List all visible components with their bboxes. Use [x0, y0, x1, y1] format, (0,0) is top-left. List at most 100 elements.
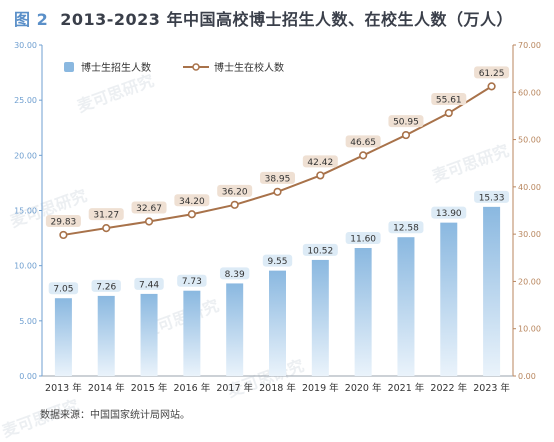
bar-data-label-bg [177, 274, 207, 287]
x-axis-tick-label: 2018 年 [259, 382, 296, 394]
bar-data-label: 8.39 [225, 270, 245, 280]
line-data-label: 38.95 [265, 174, 291, 184]
bar-data-label: 7.05 [53, 285, 73, 295]
line-data-label: 31.27 [93, 211, 119, 221]
chart-svg: 0.00 5.00 10.00 15.00 20.00 25.00 30.00 0.00 10.… [14, 41, 541, 394]
bar-data-label: 15.33 [479, 193, 505, 203]
figure-label: 图 2 [14, 10, 49, 29]
line-data-label-bg [260, 171, 295, 184]
bar-data-label-bg [302, 243, 338, 256]
bar-data-label-bg [48, 282, 79, 295]
bar-data-label-bg [219, 267, 250, 280]
bar-enrollment [311, 259, 329, 376]
bar-data-label: 9.55 [267, 257, 287, 267]
right-axis-tick-label: 20.00 [518, 277, 541, 286]
bar-enrollment [397, 237, 415, 376]
bar-enrollment [354, 248, 372, 376]
bar-data-label-bg [388, 221, 424, 234]
bar-enrollment [183, 290, 201, 376]
line-data-label-bg [174, 194, 210, 207]
data-source: 数据来源：中国国家统计局网站。 [40, 410, 190, 421]
left-axis-tick-label: 10.00 [14, 262, 37, 271]
bar-data-label: 10.52 [307, 246, 333, 256]
chart-title: 图 2 2013-2023 年中国高校博士招生人数、在校生人数（万人） [14, 6, 513, 30]
title-text: 2013-2023 年中国高校博士招生人数、在校生人数（万人） [60, 10, 513, 29]
line-point [401, 130, 411, 140]
bar-enrollment [440, 222, 458, 376]
right-axis-tick-label: 30.00 [518, 230, 541, 239]
x-axis-tick-label: 2014 年 [88, 382, 125, 394]
right-axis-tick-label: 40.00 [518, 183, 541, 192]
line-data-label-bg [474, 66, 510, 79]
x-axis-tick-label: 2019 年 [302, 382, 339, 394]
legend-bar-label: 博士生招生人数 [81, 61, 151, 74]
line-point [316, 171, 325, 180]
left-axis-tick-label: 25.00 [14, 96, 37, 105]
bar-enrollment [140, 293, 158, 376]
line-data-label: 32.67 [136, 204, 162, 214]
right-axis-tick-label: 70.00 [518, 41, 541, 50]
bar-data-label-bg [134, 277, 164, 290]
bar-enrollment [269, 270, 286, 376]
line-data-label-bg [131, 201, 167, 214]
bar-data-label: 7.44 [139, 280, 159, 290]
bar-data-label-bg [262, 254, 293, 267]
line-point [187, 210, 196, 219]
bar-enrollment [483, 206, 501, 376]
bar-enrollment [226, 283, 244, 376]
line-point [273, 187, 282, 196]
bar-data-label: 13.90 [436, 209, 462, 219]
line-data-label-bg [217, 184, 253, 197]
bar-data-label: 7.73 [182, 277, 202, 287]
line-data-label: 50.95 [393, 118, 419, 128]
x-axis-tick-label: 2013 年 [45, 382, 82, 394]
line-data-label-bg [345, 135, 381, 148]
line-data-label-bg [302, 155, 338, 168]
x-axis-tick-label: 2021 年 [388, 382, 425, 394]
x-axis-tick-label: 2016 年 [174, 382, 211, 394]
bar-data-label-bg [431, 206, 467, 219]
right-axis-tick-label: 10.00 [518, 325, 541, 334]
line-point [59, 230, 68, 240]
bar-data-label: 12.58 [393, 224, 419, 234]
line-data-label: 29.83 [51, 217, 77, 227]
line-data-label: 34.20 [179, 197, 205, 207]
x-axis-tick-label: 2020 年 [345, 382, 382, 394]
line-data-label-bg [388, 115, 424, 128]
x-axis-tick-label: 2023 年 [473, 382, 510, 394]
bar-data-label-bg [345, 232, 381, 245]
line-data-label: 46.65 [350, 138, 376, 148]
bar-enrollment [97, 295, 115, 376]
x-axis-tick-label: 2015 年 [131, 382, 168, 394]
line-data-label: 36.20 [222, 187, 248, 197]
legend-bar-swatch [64, 62, 74, 72]
line-point [444, 108, 453, 118]
bar-data-label-bg [91, 279, 121, 292]
line-data-label: 42.42 [307, 158, 333, 168]
legend-line-label: 博士生在校人数 [214, 61, 284, 74]
bar-data-label: 7.26 [96, 282, 116, 292]
line-data-label-bg [431, 93, 467, 106]
x-axis-tick-label: 2017 年 [216, 382, 253, 394]
left-axis-tick-label: 0.00 [19, 372, 37, 381]
left-axis-tick-label: 30.00 [14, 41, 37, 50]
right-axis-tick-label: 60.00 [518, 88, 541, 97]
line-point [230, 200, 239, 209]
left-axis-tick-label: 15.00 [14, 207, 37, 216]
line-point [144, 217, 154, 226]
legend-line-marker [192, 63, 200, 71]
left-axis-tick-label: 20.00 [14, 151, 37, 160]
x-axis-tick-label: 2022 年 [430, 382, 467, 394]
line-data-label-bg [45, 214, 81, 227]
bar-enrollment [54, 298, 72, 376]
left-axis-tick-label: 5.00 [19, 317, 37, 326]
right-axis-tick-label: 50.00 [518, 136, 541, 145]
bar-data-label-bg [474, 190, 510, 203]
line-data-label: 61.25 [479, 69, 505, 79]
line-students [63, 85, 493, 236]
line-point [102, 224, 111, 233]
line-data-label: 55.61 [436, 96, 462, 106]
bar-data-label: 11.60 [350, 235, 376, 245]
line-point [359, 151, 368, 160]
line-data-label-bg [88, 208, 124, 221]
